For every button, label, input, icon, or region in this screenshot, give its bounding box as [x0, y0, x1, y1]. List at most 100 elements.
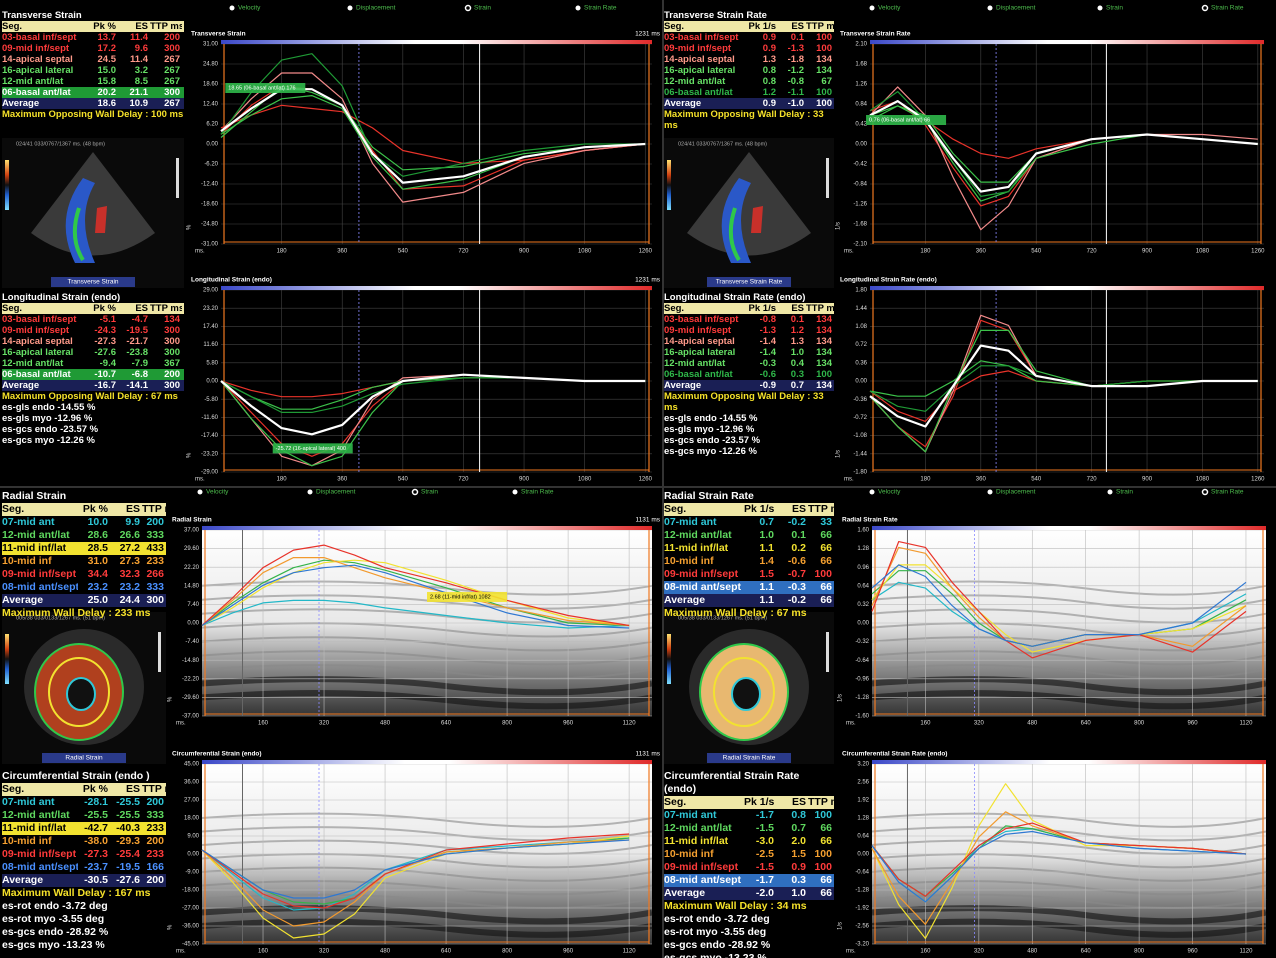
table-row: 12-mid ant/lat15.88.5267	[2, 76, 184, 87]
mode-label[interactable]: Velocity	[238, 5, 261, 12]
x-tick-label: 900	[1142, 477, 1153, 483]
mode-label[interactable]: Strain Rate	[1211, 5, 1244, 12]
table-cell: 08-mid ant/sept	[664, 581, 744, 594]
y-tick-label: 1.60	[857, 528, 869, 534]
table-cell: 08-mid ant/sept	[664, 874, 744, 887]
table-cell: Average	[664, 98, 748, 109]
table-cell: 03-basal inf/sept	[664, 314, 748, 325]
table-cell: 333	[142, 529, 166, 542]
mode-radio[interactable]	[413, 490, 418, 495]
y-tick-label: 0.84	[855, 102, 867, 108]
mode-radio[interactable]	[308, 490, 313, 495]
color-bar	[667, 634, 671, 684]
x-tick-label: 1080	[578, 249, 592, 255]
table-cell: -10.7	[88, 369, 118, 380]
table-cell: 23.2	[110, 581, 142, 594]
table-cell: TTP ms	[806, 303, 834, 314]
mode-radio[interactable]	[870, 6, 875, 11]
gray-bar	[176, 158, 179, 198]
table-cell: 300	[142, 594, 166, 607]
y-tick-label: 22.20	[184, 565, 200, 571]
mode-radio[interactable]	[466, 6, 471, 11]
table-cell: 27.2	[110, 542, 142, 555]
mode-radio[interactable]	[348, 6, 353, 11]
table-cell: ES	[776, 796, 808, 809]
table-cell: TTP ms	[806, 21, 834, 32]
mode-radio[interactable]	[230, 6, 235, 11]
global-measure: es-gls myo -12.96 %	[664, 424, 834, 435]
table-cell: -0.3	[748, 358, 778, 369]
mode-label[interactable]: Strain	[421, 489, 438, 496]
x-tick-label: 640	[441, 949, 452, 955]
table-row: 16-apical lateral15.03.2267	[2, 65, 184, 76]
y-tick-label: -1.92	[855, 906, 869, 912]
y-tick-label: -9.00	[185, 870, 199, 876]
mode-label[interactable]: Strain	[474, 5, 491, 12]
timing-bar	[872, 760, 1266, 764]
mode-radio[interactable]	[1108, 490, 1113, 495]
y-tick-label: 0.00	[857, 621, 869, 627]
table-cell: 200	[142, 796, 166, 809]
mode-radio[interactable]	[988, 490, 993, 495]
x-tick-label: 1260	[639, 477, 653, 483]
lv-cavity	[67, 678, 95, 710]
mode-radio[interactable]	[1098, 6, 1103, 11]
table-cell: -25.4	[110, 848, 142, 861]
mode-label[interactable]: Velocity	[878, 5, 901, 12]
table-cell: Seg.	[2, 503, 78, 516]
mode-label[interactable]: Displacement	[996, 489, 1036, 496]
x-tick-label: 160	[258, 721, 269, 727]
table-cell: 1.2	[748, 87, 778, 98]
table-cell: 3.2	[118, 65, 150, 76]
mode-radio[interactable]	[870, 490, 875, 495]
table-row: 12-mid ant/lat28.626.6333	[2, 529, 166, 542]
table-row: 11-mid inf/lat-42.7-40.3233	[2, 822, 166, 835]
mode-label[interactable]: Velocity	[206, 489, 229, 496]
mode-radio[interactable]	[576, 6, 581, 11]
y-tick-label: 0.64	[857, 834, 869, 840]
table-cell: -25.5	[78, 809, 110, 822]
table-cell: Seg.	[664, 303, 748, 314]
mode-radio[interactable]	[988, 6, 993, 11]
table-row: 08-mid ant/sept23.223.2333	[2, 581, 166, 594]
table-cell: 08-mid ant/sept	[2, 581, 78, 594]
y-tick-label: 0.00	[855, 379, 867, 385]
table-cell: 1.5	[744, 568, 776, 581]
mode-label[interactable]: Strain Rate	[521, 489, 554, 496]
table-cell: Average	[664, 887, 744, 900]
mode-label[interactable]: Displacement	[356, 5, 396, 12]
mode-label[interactable]: Strain Rate	[1211, 489, 1244, 496]
table-cell: 66	[808, 542, 834, 555]
global-measure: es-gcs endo -28.92 %	[664, 939, 834, 952]
table-cell: Pk 1/s	[744, 503, 776, 516]
lv-cavity	[732, 678, 760, 710]
mode-label[interactable]: Strain	[1106, 5, 1123, 12]
mode-radio[interactable]	[1203, 490, 1208, 495]
global-measure: es-gcs endo -23.57 %	[2, 424, 184, 435]
table-cell: 100	[806, 32, 834, 43]
x-tick-label: 540	[1031, 249, 1042, 255]
mode-radio[interactable]	[513, 490, 518, 495]
mode-label[interactable]: Strain Rate	[584, 5, 617, 12]
mode-label[interactable]: Displacement	[316, 489, 356, 496]
mode-label[interactable]: Displacement	[996, 5, 1036, 12]
y-tick-label: 36.00	[184, 780, 200, 786]
x-tick-label: 900	[519, 477, 530, 483]
table-cell: 12-mid ant/lat	[664, 358, 748, 369]
table-cell: 0.8	[776, 809, 808, 822]
x-tick-label: 540	[398, 477, 409, 483]
table-cell: 134	[150, 314, 182, 325]
table-cell: -1.1	[778, 87, 806, 98]
global-measure: es-gcs endo -23.57 %	[664, 435, 834, 446]
table-cell: -5.1	[88, 314, 118, 325]
table-cell: -0.9	[748, 380, 778, 391]
mode-label[interactable]: Velocity	[878, 489, 901, 496]
mode-label[interactable]: Strain	[1116, 489, 1133, 496]
mode-radio[interactable]	[1203, 6, 1208, 11]
y-tick-label: 0.72	[855, 342, 867, 348]
mode-radio[interactable]	[198, 490, 203, 495]
x-tick-label: 180	[277, 249, 288, 255]
table-cell: 1.1	[744, 542, 776, 555]
